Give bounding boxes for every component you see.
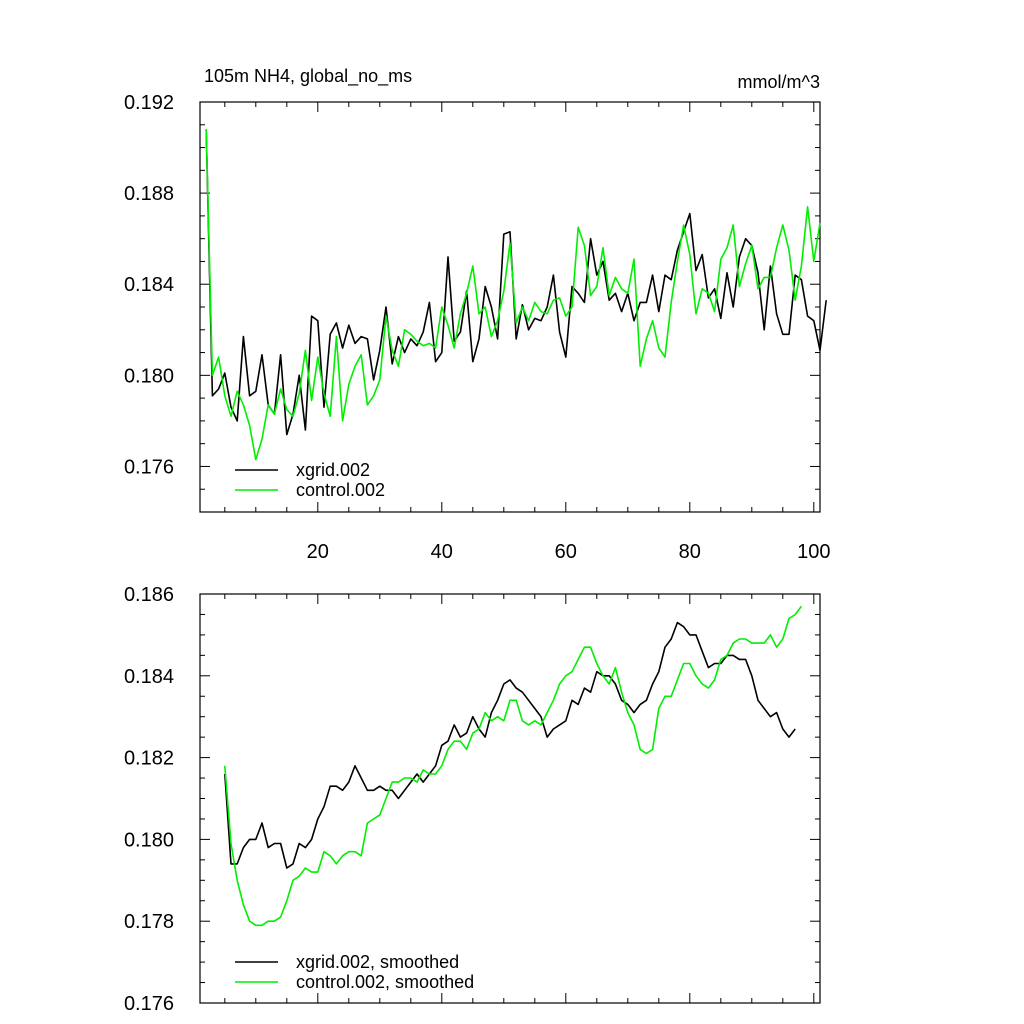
y-tick-label: 0.176 [124, 993, 174, 1015]
y-tick-label: 0.182 [124, 748, 174, 770]
y-tick-label: 0.188 [124, 183, 174, 205]
series-line-xgrid-002 [205, 129, 827, 436]
y-tick-label: 0.180 [124, 365, 174, 387]
bottom-panel: 0.176 0.178 0.180 0.182 0.184 0.186 xgrid.002,… [124, 584, 821, 1015]
series-line-control-002-smoothed [224, 605, 803, 927]
legend-label: control.002, smoothed [296, 972, 474, 992]
legend-label: control.002 [296, 480, 385, 500]
x-tick-label: 20 [307, 541, 329, 563]
x-tick-label: 40 [431, 541, 453, 563]
y-tick-label: 0.192 [124, 92, 174, 114]
y-tick-label: 0.178 [124, 911, 174, 933]
x-tick-label: 80 [679, 541, 701, 563]
legend-label: xgrid.002 [296, 460, 370, 480]
top-panel: 105m NH4, global_no_ms mmol/m^3 20 40 60 80… [124, 66, 831, 563]
y-tick-label: 0.180 [124, 829, 174, 851]
y-tick-label: 0.186 [124, 584, 174, 606]
series-line-xgrid-002-smoothed [224, 621, 796, 869]
y-tick-label: 0.184 [124, 666, 174, 688]
chart-title: 105m NH4, global_no_ms [204, 66, 412, 87]
series-line-control-002 [205, 129, 821, 461]
y-tick-label: 0.176 [124, 456, 174, 478]
units-label: mmol/m^3 [738, 72, 820, 92]
x-tick-label: 60 [555, 541, 577, 563]
x-tick-label: 100 [797, 541, 830, 563]
y-tick-label: 0.184 [124, 274, 174, 296]
legend-label: xgrid.002, smoothed [296, 952, 459, 972]
